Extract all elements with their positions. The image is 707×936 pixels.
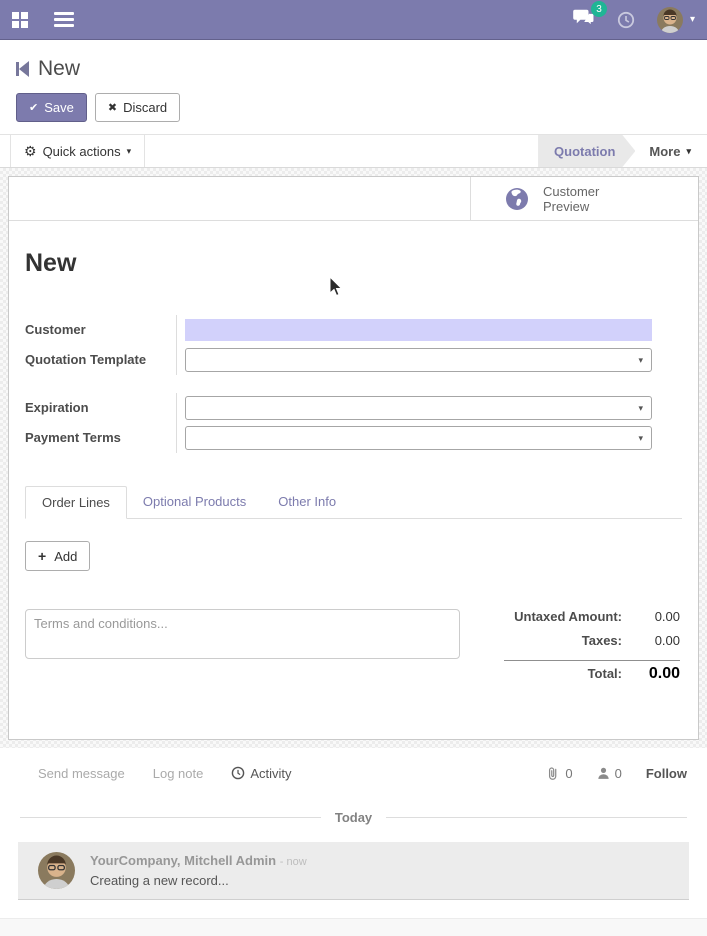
menu-hamburger-icon[interactable] (54, 12, 74, 27)
field-row-expiration: Expiration ▾ (25, 393, 652, 423)
field-row-payment-terms: Payment Terms ▾ (25, 423, 652, 453)
form-group-top: Customer Quotation Template ▾ (25, 315, 652, 375)
form-sheet: Customer Preview New Customer Quotation … (8, 176, 699, 740)
attachments-counter[interactable]: 0 (546, 765, 573, 781)
tab-optional-products[interactable]: Optional Products (142, 494, 247, 509)
page-title: New (38, 57, 81, 80)
customer-preview-label: Customer Preview (543, 183, 600, 214)
close-icon: ✖ (107, 102, 118, 114)
more-caret-icon: ▾ (686, 145, 691, 156)
date-divider: Today (20, 810, 688, 825)
quick-actions-button[interactable]: ⚙ Quick actions ▾ (10, 135, 146, 167)
apps-grid-icon[interactable] (12, 11, 28, 28)
form-sheet-background: Customer Preview New Customer Quotation … (0, 168, 707, 748)
expiration-label: Expiration (25, 400, 89, 415)
chat-bubbles-icon (573, 9, 595, 27)
discard-button[interactable]: ✖ Discard (94, 93, 181, 122)
totals-divider (504, 660, 680, 661)
total-label: Total: (587, 666, 622, 681)
expiration-select[interactable]: ▾ (185, 396, 652, 420)
user-avatar (656, 6, 683, 33)
payment-terms-select[interactable]: ▾ (185, 426, 652, 450)
notebook-tabs: Order Lines Optional Products Other Info (25, 486, 682, 519)
messages-badge: 3 (590, 1, 607, 17)
button-box: Customer Preview (9, 177, 698, 221)
top-navbar: 3 ▾ (0, 0, 707, 40)
user-menu-caret-icon: ▾ (689, 14, 695, 25)
gears-icon: ⚙ (24, 142, 37, 159)
terms-textarea[interactable] (25, 609, 460, 659)
add-line-button[interactable]: + Add (25, 541, 91, 571)
quick-actions-caret-icon: ▾ (126, 145, 132, 156)
statusbar: ⚙ Quick actions ▾ Quotation More ▾ (0, 134, 707, 168)
payment-terms-label: Payment Terms (25, 430, 121, 445)
message-author-avatar (38, 852, 75, 889)
taxes-value: 0.00 (654, 633, 680, 648)
breadcrumb-back-icon[interactable] (16, 61, 29, 77)
form-group-bottom: Expiration ▾ Payment Terms ▾ (25, 393, 652, 453)
chatter-message: YourCompany, Mitchell Admin - now Creati… (18, 842, 689, 900)
tab-order-lines[interactable]: Order Lines (25, 486, 127, 519)
total-value: 0.00 (648, 665, 680, 682)
select-caret-icon: ▾ (638, 432, 643, 443)
follow-button[interactable]: Follow (645, 765, 687, 781)
stage-quotation[interactable]: Quotation (538, 135, 635, 167)
log-note-button[interactable]: Log note (152, 765, 204, 781)
quotation-template-select[interactable]: ▾ (185, 348, 652, 372)
check-icon: ✔ (29, 102, 39, 114)
clock-icon (232, 766, 245, 780)
paperclip-icon (549, 766, 557, 780)
breadcrumb: New (0, 40, 707, 81)
untaxed-amount-label: Untaxed Amount: (514, 609, 622, 624)
schedule-activity-button[interactable]: Activity (231, 766, 292, 781)
tab-other-info[interactable]: Other Info (278, 494, 337, 509)
customer-preview-button[interactable]: Customer Preview (470, 177, 698, 220)
select-caret-icon: ▾ (638, 402, 643, 413)
messages-button[interactable]: 3 (573, 1, 607, 31)
taxes-label: Taxes: (581, 633, 622, 648)
footer-strip (0, 918, 707, 936)
record-title: New (25, 249, 77, 277)
quotation-template-label: Quotation Template (25, 352, 147, 367)
chatter: Send message Log note Activity 0 0 (0, 748, 707, 900)
followers-counter[interactable]: 0 (597, 766, 622, 781)
save-button[interactable]: ✔ Save (16, 93, 87, 122)
customer-label: Customer (25, 322, 86, 337)
attachments-count: 0 (565, 765, 573, 781)
message-timestamp: - now (279, 856, 307, 868)
totals-block: Untaxed Amount: 0.00 Taxes: 0.00 Total: … (504, 609, 682, 689)
date-divider-label: Today (334, 810, 373, 825)
followers-count: 0 (614, 765, 622, 781)
message-author[interactable]: YourCompany, Mitchell Admin (90, 853, 277, 868)
user-menu[interactable]: ▾ (656, 6, 695, 33)
untaxed-amount-value: 0.00 (654, 609, 680, 624)
field-row-customer: Customer (25, 315, 652, 345)
globe-icon (506, 187, 528, 210)
person-icon (597, 767, 609, 779)
send-message-button[interactable]: Send message (38, 765, 125, 781)
field-row-quotation-template: Quotation Template ▾ (25, 345, 652, 375)
more-dropdown[interactable]: More ▾ (649, 143, 691, 159)
customer-input[interactable] (185, 319, 652, 341)
activity-clock-icon[interactable] (617, 11, 635, 29)
select-caret-icon: ▾ (638, 354, 643, 365)
message-body: Creating a new record... (90, 873, 229, 888)
plus-icon: + (38, 548, 47, 564)
